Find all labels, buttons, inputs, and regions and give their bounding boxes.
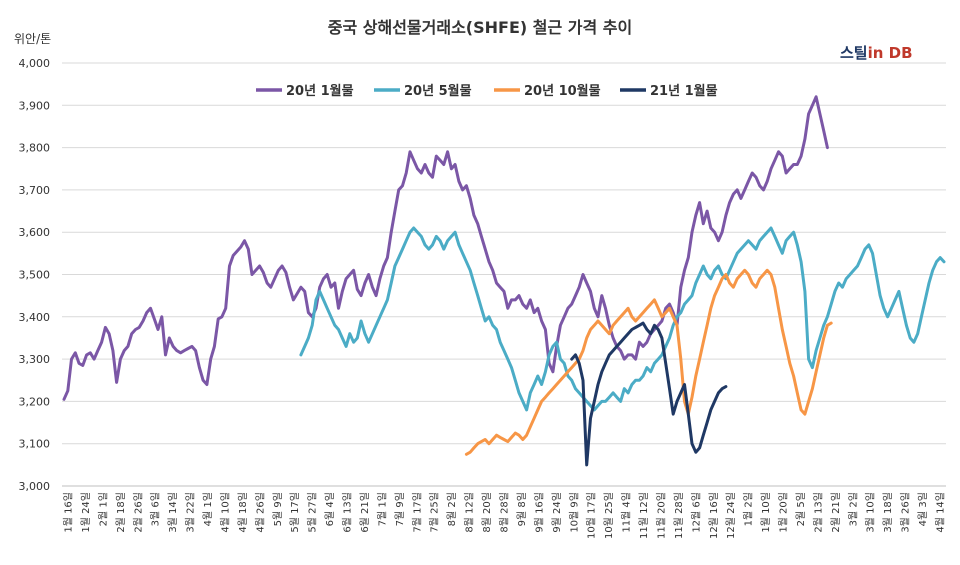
brand-logo: 스틸in DB (840, 44, 913, 62)
series-line-1 (299, 226, 946, 412)
x-tick-label: 4월 1일 (202, 492, 214, 526)
x-tick-label: 3월 26일 (900, 492, 912, 533)
x-tick-label: 1월 10일 (760, 492, 772, 533)
x-tick-label: 5월 27일 (307, 492, 319, 533)
x-tick-label: 2월 13일 (812, 492, 824, 533)
chart-title: 중국 상해선물거래소(SHFE) 철근 가격 추이 (328, 18, 632, 37)
x-tick-label: 8월 12일 (464, 492, 476, 533)
x-tick-label: 3월 18일 (882, 492, 894, 533)
x-tick-label: 8월 28일 (499, 492, 511, 533)
legend-label: 21년 1월물 (650, 83, 718, 99)
x-tick-label: 1월 24일 (80, 492, 92, 533)
y-tick-label: 3,100 (19, 438, 51, 451)
y-tick-label: 3,200 (19, 395, 51, 408)
y-tick-label: 3,600 (19, 226, 51, 239)
x-tick-label: 4월 18일 (237, 492, 249, 533)
x-tick-label: 2월 1일 (97, 492, 109, 526)
y-tick-label: 3,300 (19, 353, 51, 366)
x-tick-label: 6월 21일 (359, 492, 371, 533)
x-tick-label: 8월 2일 (446, 492, 458, 526)
x-tick-label: 9월 16일 (533, 492, 545, 533)
brand-part1: 스틸 (840, 44, 868, 62)
x-tick-label: 9월 8일 (516, 492, 528, 526)
x-tick-label: 2월 5일 (795, 492, 807, 526)
x-tick-label: 7월 1일 (376, 492, 388, 526)
x-tick-label: 3월 2일 (847, 492, 859, 526)
x-tick-label: 1월 20일 (778, 492, 790, 533)
x-tick-label: 7월 25일 (429, 492, 441, 533)
legend: 20년 1월물 20년 5월물 20년 10월물 21년 1월물 (256, 83, 718, 99)
x-tick-label: 6월 4일 (324, 492, 336, 526)
x-tick-label: 4월 14일 (935, 492, 947, 533)
x-tick-label: 8월 20일 (481, 492, 493, 533)
x-tick-label: 10월 9일 (568, 492, 580, 533)
series-line-0 (62, 95, 829, 401)
x-tick-label: 2월 21일 (830, 492, 842, 533)
x-tick-label: 10월 25일 (603, 492, 615, 539)
legend-label: 20년 10월물 (524, 83, 601, 99)
x-tick-label: 4월 3일 (917, 492, 929, 526)
x-tick-label: 2월 26일 (132, 492, 144, 533)
y-tick-label: 3,900 (19, 99, 51, 112)
x-tick-label: 5월 17일 (289, 492, 301, 533)
x-tick-label: 12월 6일 (690, 492, 702, 533)
x-tick-label: 4월 10일 (219, 492, 231, 533)
x-tick-label: 1월 16일 (63, 492, 75, 533)
x-tick-label: 6월 13일 (342, 492, 354, 533)
y-tick-label: 3,500 (19, 269, 51, 282)
x-tick-label: 3월 10일 (865, 492, 877, 533)
legend-label: 20년 1월물 (286, 83, 354, 99)
y-unit-label: 위안/톤 (14, 32, 51, 46)
x-tick-label: 5월 9일 (272, 492, 284, 526)
x-tick-label: 10월 17일 (586, 492, 598, 539)
series-line-2 (464, 268, 833, 456)
x-tick-label: 4월 26일 (254, 492, 266, 533)
x-tick-label: 7월 17일 (411, 492, 423, 533)
x-tick-label: 11월 28일 (673, 492, 685, 539)
y-axis: 3,000 3,100 3,200 3,300 3,400 3,500 3,600 3,700… (19, 57, 51, 493)
brand-part2: in DB (868, 44, 913, 62)
y-tick-label: 3,000 (19, 480, 51, 493)
x-tick-label: 3월 14일 (167, 492, 179, 533)
x-tick-label: 11월 20일 (655, 492, 667, 539)
x-axis: 1월 16일 1월 24일 2월 1일 2월 18일 2월 26일 3월 6일 3월 14일… (63, 492, 947, 539)
series-line-3 (570, 321, 728, 467)
grid-lines (62, 62, 946, 487)
x-tick-label: 12월 24일 (725, 492, 737, 539)
x-tick-label: 11월 12일 (638, 492, 650, 539)
x-tick-label: 2월 18일 (115, 492, 127, 533)
y-tick-label: 3,700 (19, 184, 51, 197)
x-tick-label: 11월 4일 (621, 492, 633, 533)
legend-label: 20년 5월물 (404, 83, 472, 99)
y-tick-label: 3,400 (19, 311, 51, 324)
series-layer (62, 95, 946, 467)
x-tick-label: 3월 6일 (150, 492, 162, 526)
x-tick-label: 9월 24일 (551, 492, 563, 533)
x-tick-label: 12월 16일 (708, 492, 720, 539)
y-tick-label: 4,000 (19, 57, 51, 70)
y-tick-label: 3,800 (19, 142, 51, 155)
x-tick-label: 3월 22일 (185, 492, 197, 533)
x-tick-label: 7월 9일 (394, 492, 406, 526)
x-tick-label: 1월 2일 (743, 492, 755, 526)
